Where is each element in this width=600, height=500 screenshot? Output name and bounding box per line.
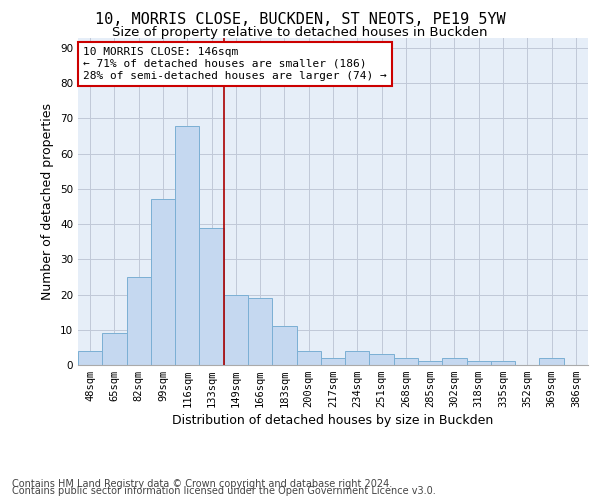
Bar <box>321 358 345 365</box>
Bar <box>199 228 224 365</box>
Bar <box>151 200 175 365</box>
Bar <box>467 362 491 365</box>
Text: 10 MORRIS CLOSE: 146sqm
← 71% of detached houses are smaller (186)
28% of semi-d: 10 MORRIS CLOSE: 146sqm ← 71% of detache… <box>83 48 387 80</box>
Bar <box>248 298 272 365</box>
Text: Contains HM Land Registry data © Crown copyright and database right 2024.: Contains HM Land Registry data © Crown c… <box>12 479 392 489</box>
Bar <box>491 362 515 365</box>
Bar <box>296 351 321 365</box>
Bar <box>370 354 394 365</box>
Bar <box>539 358 564 365</box>
Bar <box>418 362 442 365</box>
Text: 10, MORRIS CLOSE, BUCKDEN, ST NEOTS, PE19 5YW: 10, MORRIS CLOSE, BUCKDEN, ST NEOTS, PE1… <box>95 12 505 28</box>
Text: Contains public sector information licensed under the Open Government Licence v3: Contains public sector information licen… <box>12 486 436 496</box>
X-axis label: Distribution of detached houses by size in Buckden: Distribution of detached houses by size … <box>172 414 494 428</box>
Bar <box>175 126 199 365</box>
Bar <box>127 277 151 365</box>
Bar <box>345 351 370 365</box>
Bar <box>272 326 296 365</box>
Bar <box>224 294 248 365</box>
Y-axis label: Number of detached properties: Number of detached properties <box>41 103 55 300</box>
Bar <box>442 358 467 365</box>
Bar <box>102 334 127 365</box>
Bar <box>394 358 418 365</box>
Text: Size of property relative to detached houses in Buckden: Size of property relative to detached ho… <box>112 26 488 39</box>
Bar <box>78 351 102 365</box>
